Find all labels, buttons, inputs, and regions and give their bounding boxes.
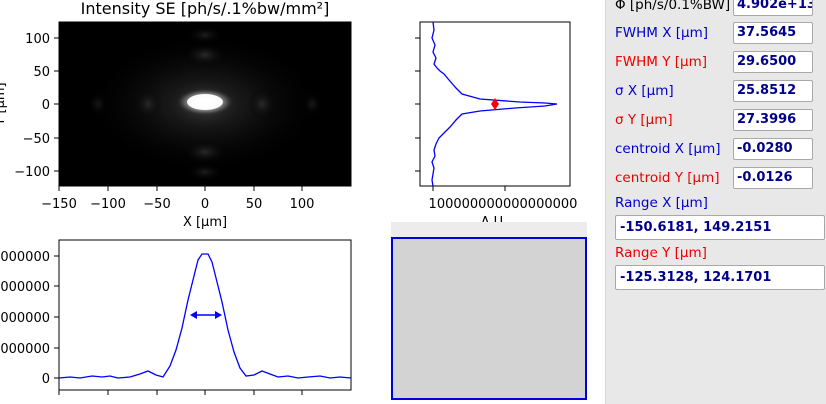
x-profile-y-tick-label: 000000 [0,250,50,265]
preview-header-strip [391,222,587,238]
centroid-y-label: centroid Y [μm] [615,170,720,186]
image-x-ticks [58,186,303,191]
image-y-tick-label: 50 [33,65,50,80]
image-y-ticks [54,37,59,172]
flux-value-field[interactable]: 4.902e+13 [733,0,813,16]
range-x-value-field[interactable]: -150.6181, 149.2151 [615,215,825,240]
image-x-axis-label: X [μm] [183,215,227,230]
y-profile-x-tick-label: 100000000000000000 [429,197,578,212]
image-x-tick-label: −100 [90,197,126,212]
x-profile-curve [58,253,352,379]
range-x-label: Range X [μm] [615,195,708,211]
image-x-tick-label: 50 [246,197,263,212]
fwhm-x-value-field[interactable]: 37.5645 [733,22,813,44]
range-y-label: Range Y [μm] [615,245,707,261]
centroid-marker [491,98,499,110]
sigma-x-value-field[interactable]: 25.8512 [733,80,813,102]
sigma-x-label: σ X [μm] [615,83,674,99]
fwhm-y-value-field[interactable]: 29.6500 [733,51,813,73]
fwhm-arrow [190,311,222,319]
intensity-image[interactable] [59,22,351,186]
image-y-tick-label: 0 [42,98,50,113]
x-profile-y-tick-label: 0 [42,372,50,387]
y-profile-y-ticks [415,37,506,191]
centroid-y-value-field[interactable]: -0.0126 [733,167,813,189]
results-side-panel: Φ [ph/s/0.1%BW] 4.902e+13 FWHM X [μm] 37… [605,0,826,404]
centroid-x-value-field[interactable]: -0.0280 [733,138,813,160]
image-x-tick-label: −150 [41,197,77,212]
image-y-axis-label: Y [μm] [0,82,8,126]
image-x-tick-label: −50 [143,197,170,212]
image-x-tick-label: 100 [290,197,315,212]
sigma-y-value-field[interactable]: 27.3996 [733,109,813,131]
fwhm-y-label: FWHM Y [μm] [615,54,708,70]
x-profile-y-tick-label: 000000 [0,280,50,295]
image-y-tick-label: 100 [25,32,50,47]
y-profile-curve [431,21,558,187]
image-y-tick-label: −100 [14,165,50,180]
image-plot-title: Intensity SE [ph/s/.1%bw/mm²] [81,0,330,18]
flux-label: Φ [ph/s/0.1%BW] [615,0,731,13]
image-x-tick-label: 0 [201,197,209,212]
sigma-y-label: σ Y [μm] [615,112,673,128]
fwhm-x-label: FWHM X [μm] [615,25,709,41]
x-profile-y-tick-label: 000000 [0,342,50,357]
image-y-tick-label: −50 [23,132,50,147]
range-y-value-field[interactable]: -125.3128, 124.1701 [615,265,825,290]
centroid-x-label: centroid X [μm] [615,141,721,157]
plots-canvas: Intensity SE [ph/s/.1%bw/mm²] −150 −100 … [0,0,578,395]
x-profile-ticks [54,255,303,395]
preview-panel[interactable] [391,237,587,400]
x-profile-y-tick-label: 000000 [0,311,50,326]
